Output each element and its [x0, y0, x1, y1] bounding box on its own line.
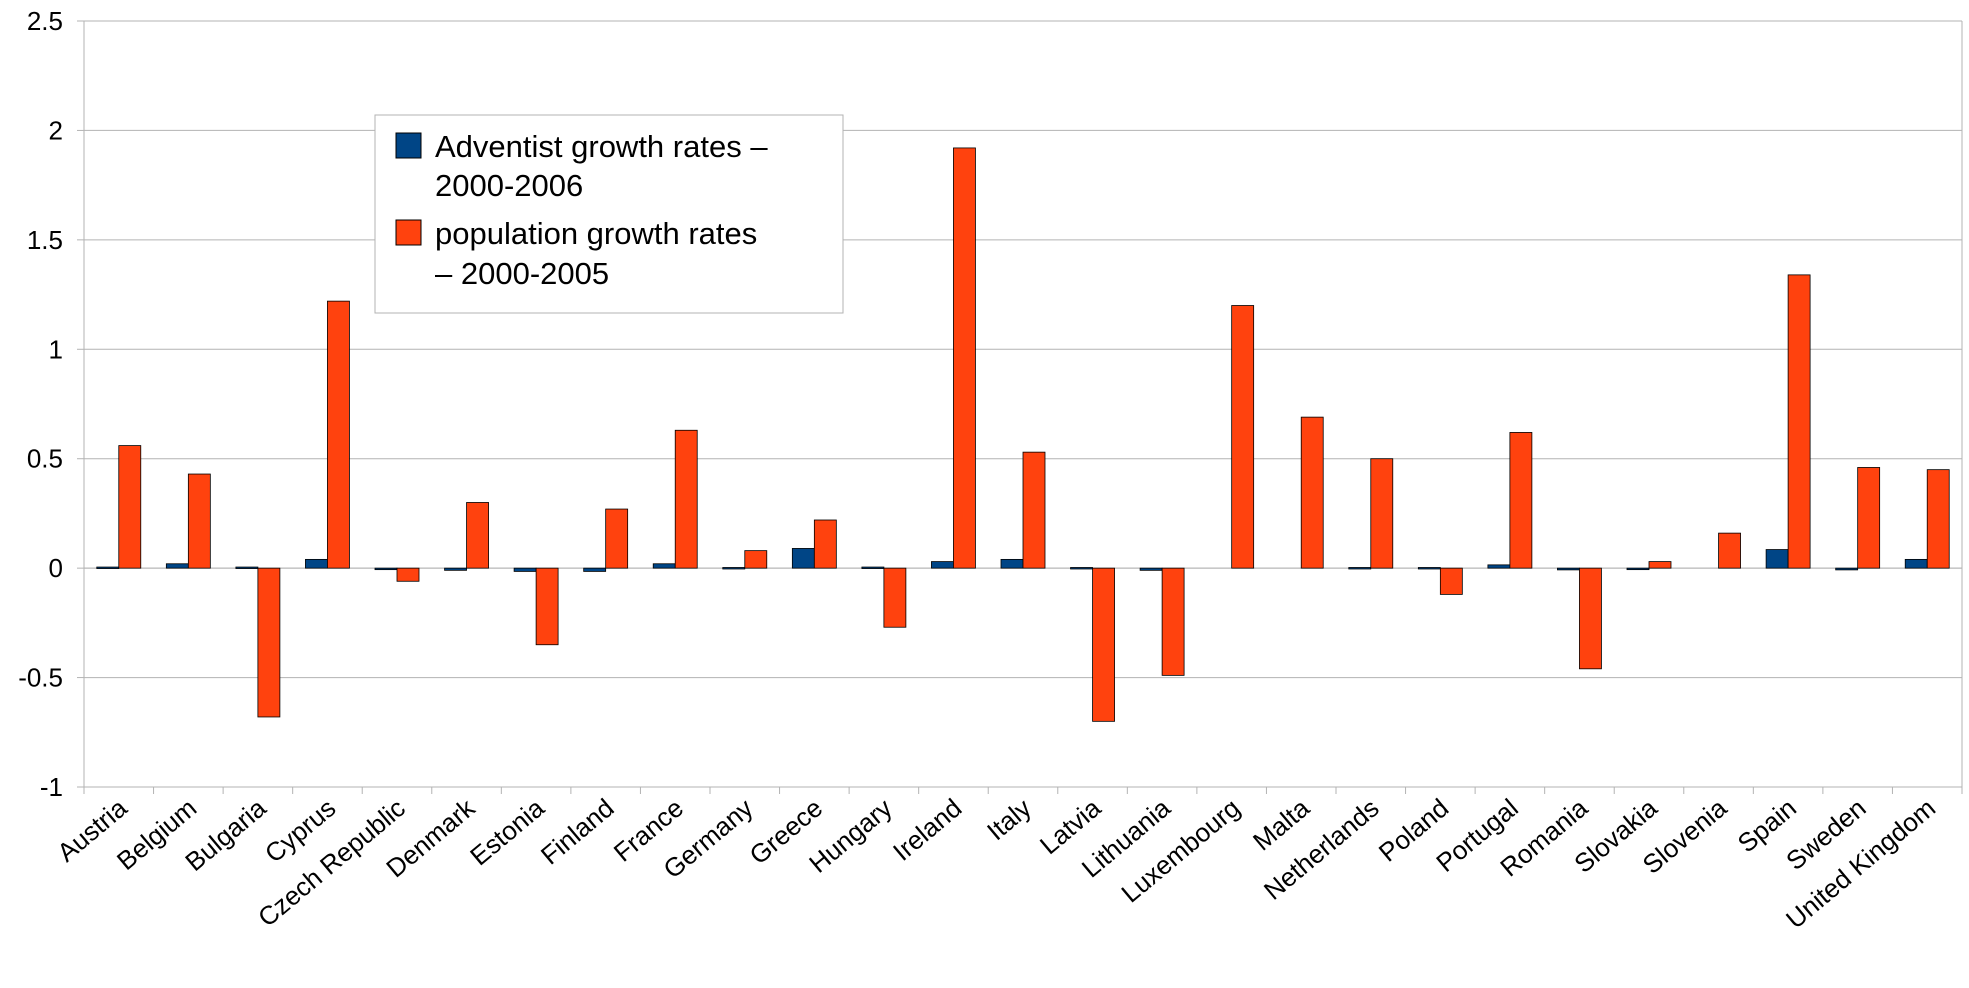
bar-adventist: [374, 567, 398, 571]
y-tick-label: 0: [49, 553, 63, 583]
bar-population: [466, 502, 489, 569]
bar-adventist: [305, 558, 328, 569]
bar-population: [257, 567, 281, 718]
y-tick-label: -1: [40, 772, 63, 802]
bar-population: [1161, 567, 1185, 676]
legend-box: [374, 114, 844, 314]
legend-swatch-adventist: [395, 132, 422, 159]
bar-population: [1926, 469, 1950, 569]
x-tick-label: Ireland: [887, 793, 967, 867]
legend-label-population-line2: – 2000-2005: [435, 256, 609, 291]
bar-adventist: [165, 563, 189, 569]
legend-swatch-population: [395, 219, 422, 246]
bar-population: [327, 300, 350, 569]
legend: Adventist growth rates – 2000-2006 popul…: [374, 114, 844, 314]
bar-adventist: [1417, 567, 1441, 570]
bar-population: [1648, 561, 1672, 569]
bar-adventist: [722, 567, 746, 570]
bar-adventist: [1139, 567, 1163, 571]
bar-population: [1579, 567, 1602, 670]
bar-adventist: [444, 567, 467, 571]
bar-adventist: [1000, 558, 1024, 569]
bar-population: [1439, 567, 1463, 595]
y-axis-tick-labels: 2.5 2 1.5 1 0.5 0 -0.5 -1: [18, 6, 63, 802]
y-tick-label: 2: [49, 115, 63, 145]
bar-population: [1231, 305, 1255, 569]
bar-population: [1022, 451, 1046, 569]
bar-adventist: [652, 563, 676, 569]
bar-population: [1300, 416, 1324, 569]
x-tick-label: Estonia: [464, 792, 550, 871]
bar-adventist: [513, 567, 537, 572]
bar-adventist: [1070, 567, 1093, 570]
bar-population: [1718, 532, 1741, 569]
bar-population: [813, 519, 837, 569]
bar-adventist: [1765, 549, 1789, 569]
bar-adventist: [235, 566, 259, 569]
bar-adventist: [96, 566, 120, 569]
bar-population: [1787, 274, 1811, 569]
bar-adventist: [1348, 567, 1372, 570]
bar-population: [187, 473, 211, 569]
bar-adventist: [1487, 564, 1511, 569]
legend-label-adventist-line1: Adventist growth rates –: [435, 129, 768, 164]
bars: [96, 147, 1950, 722]
bar-population: [674, 429, 698, 569]
bar-population: [118, 445, 142, 569]
bar-population: [535, 567, 559, 646]
bar-adventist: [1904, 558, 1928, 569]
bar-population: [396, 567, 420, 582]
y-tick-label: -0.5: [18, 663, 63, 693]
legend-label-adventist-line2: 2000-2006: [435, 168, 583, 203]
gridlines: [84, 20, 1962, 788]
y-tick-label: 1: [49, 334, 63, 364]
bar-adventist: [1835, 567, 1859, 571]
bar-adventist: [1557, 567, 1580, 571]
bar-population: [744, 550, 768, 569]
y-tick-label: 2.5: [27, 6, 63, 36]
bar-adventist: [1626, 567, 1650, 571]
y-tick-label: 1.5: [27, 225, 63, 255]
x-tick-label: Finland: [535, 793, 620, 871]
bar-adventist: [791, 548, 815, 569]
bar-population: [1370, 458, 1394, 569]
bar-adventist: [861, 566, 885, 569]
bar-population: [883, 567, 907, 628]
bar-population: [953, 147, 976, 569]
legend-label-population-line1: population growth rates: [435, 216, 757, 251]
bar-population: [1857, 467, 1881, 569]
bar-adventist: [583, 567, 607, 572]
bar-population: [1092, 567, 1115, 722]
y-tick-label: 0.5: [27, 444, 63, 474]
x-tick-label: Italy: [981, 793, 1037, 847]
bar-population: [605, 508, 629, 569]
x-tick-label: Bulgaria: [179, 792, 272, 877]
bar-adventist: [931, 561, 954, 569]
bar-population: [1509, 432, 1533, 569]
